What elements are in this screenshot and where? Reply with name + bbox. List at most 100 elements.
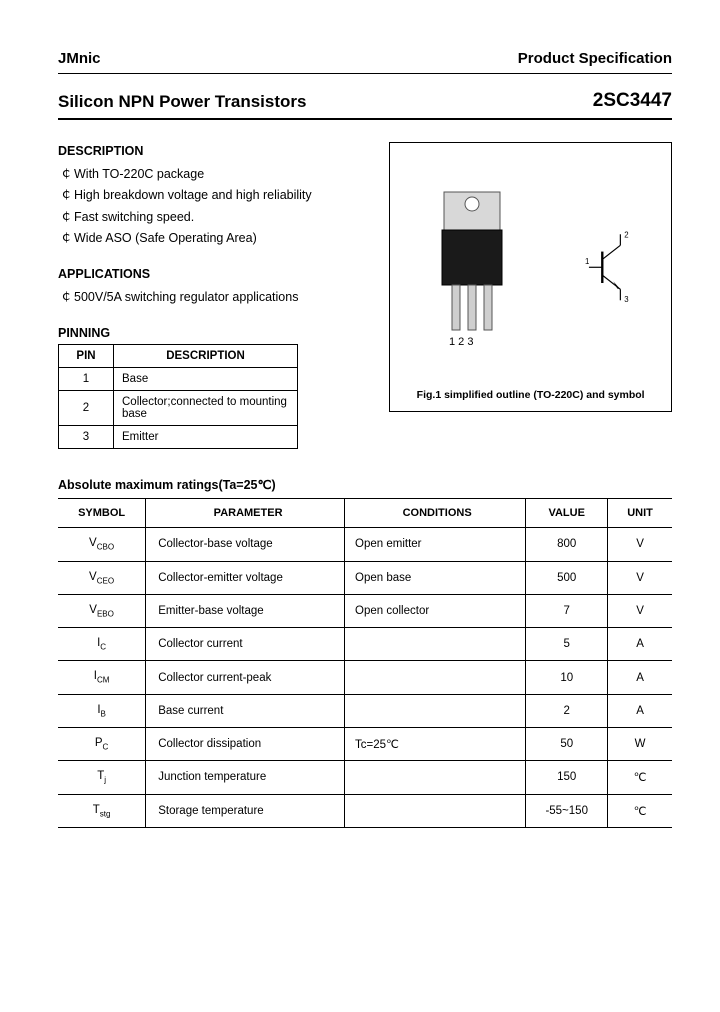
- figure-box: 1 2 3 1 2 3 Fig.1 simplified outline (TO…: [389, 142, 672, 412]
- package-icon: 1 2 3: [422, 182, 522, 352]
- desc-item: ￠High breakdown voltage and high reliabi…: [60, 185, 369, 206]
- pin-number: 3: [59, 426, 114, 449]
- ratings-row: PCCollector dissipationTc=25℃50W: [58, 728, 672, 761]
- brand: JMnic: [58, 50, 101, 67]
- page-header: JMnic Product Specification: [58, 50, 672, 74]
- svg-text:2: 2: [624, 230, 628, 239]
- cell-unit: A: [608, 628, 672, 661]
- cell-cond: [345, 794, 526, 827]
- cell-value: 500: [526, 561, 608, 594]
- cell-value: 150: [526, 761, 608, 794]
- pin-desc: Collector;connected to mounting base: [114, 391, 298, 426]
- pin-row: 1 Base: [59, 368, 298, 391]
- cell-unit: V: [608, 594, 672, 627]
- spec-label: Product Specification: [518, 50, 672, 67]
- cell-unit: ℃: [608, 794, 672, 827]
- cell-param: Collector current: [146, 628, 345, 661]
- cell-cond: Tc=25℃: [345, 728, 526, 761]
- desc-item: ￠With TO-220C package: [60, 164, 369, 185]
- col-header: UNIT: [608, 499, 672, 528]
- body-two-col: DESCRIPTION ￠With TO-220C package ￠High …: [58, 142, 672, 449]
- doc-title: Silicon NPN Power Transistors: [58, 92, 306, 112]
- cell-unit: V: [608, 561, 672, 594]
- applications-list: ￠500V/5A switching regulator application…: [60, 287, 369, 308]
- figure-caption: Fig.1 simplified outline (TO-220C) and s…: [390, 381, 671, 411]
- pin-desc: Base: [114, 368, 298, 391]
- cell-cond: Open base: [345, 561, 526, 594]
- cell-unit: W: [608, 728, 672, 761]
- app-item: ￠500V/5A switching regulator application…: [60, 287, 369, 308]
- cell-symbol: IB: [58, 694, 146, 727]
- cell-param: Storage temperature: [146, 794, 345, 827]
- right-column: 1 2 3 1 2 3 Fig.1 simplified outline (TO…: [389, 142, 672, 449]
- cell-param: Collector dissipation: [146, 728, 345, 761]
- pin-desc: Emitter: [114, 426, 298, 449]
- left-column: DESCRIPTION ￠With TO-220C package ￠High …: [58, 142, 369, 449]
- cell-symbol: Tstg: [58, 794, 146, 827]
- cell-symbol: IC: [58, 628, 146, 661]
- npn-symbol-icon: 1 2 3: [585, 228, 640, 307]
- pin-row: 2 Collector;connected to mounting base: [59, 391, 298, 426]
- col-header: CONDITIONS: [345, 499, 526, 528]
- ratings-row: TstgStorage temperature -55~150℃: [58, 794, 672, 827]
- cell-param: Junction temperature: [146, 761, 345, 794]
- cell-symbol: VCBO: [58, 528, 146, 561]
- cell-cond: Open collector: [345, 594, 526, 627]
- pin-col-header: PIN: [59, 345, 114, 368]
- part-number: 2SC3447: [593, 90, 672, 112]
- cell-value: 10: [526, 661, 608, 694]
- cell-symbol: ICM: [58, 661, 146, 694]
- col-header: PARAMETER: [146, 499, 345, 528]
- cell-unit: A: [608, 661, 672, 694]
- cell-value: 800: [526, 528, 608, 561]
- abs-ratings-table: SYMBOL PARAMETER CONDITIONS VALUE UNIT V…: [58, 498, 672, 828]
- cell-value: 50: [526, 728, 608, 761]
- cell-unit: V: [608, 528, 672, 561]
- cell-symbol: VCEO: [58, 561, 146, 594]
- pin-number: 1: [59, 368, 114, 391]
- svg-text:3: 3: [624, 295, 629, 304]
- cell-symbol: Tj: [58, 761, 146, 794]
- pin-number: 2: [59, 391, 114, 426]
- description-list: ￠With TO-220C package ￠High breakdown vo…: [60, 164, 369, 249]
- applications-heading: APPLICATIONS: [58, 267, 369, 281]
- cell-value: 2: [526, 694, 608, 727]
- pin-row: 3 Emitter: [59, 426, 298, 449]
- title-row: Silicon NPN Power Transistors 2SC3447: [58, 90, 672, 120]
- ratings-row: VEBOEmitter-base voltageOpen collector7V: [58, 594, 672, 627]
- ratings-row: TjJunction temperature 150℃: [58, 761, 672, 794]
- pinning-heading: PINNING: [58, 326, 369, 340]
- ratings-row: ICCollector current 5A: [58, 628, 672, 661]
- desc-item: ￠Fast switching speed.: [60, 207, 369, 228]
- cell-cond: [345, 694, 526, 727]
- col-header: VALUE: [526, 499, 608, 528]
- cell-value: 7: [526, 594, 608, 627]
- cell-param: Collector-emitter voltage: [146, 561, 345, 594]
- cell-cond: [345, 628, 526, 661]
- cell-param: Collector current-peak: [146, 661, 345, 694]
- ratings-row: ICMCollector current-peak 10A: [58, 661, 672, 694]
- pinning-table: PIN DESCRIPTION 1 Base 2 Collector;conne…: [58, 344, 298, 449]
- description-heading: DESCRIPTION: [58, 144, 369, 158]
- abs-ratings-heading: Absolute maximum ratings(Ta=25℃): [58, 477, 672, 492]
- svg-text:1 2 3: 1 2 3: [449, 336, 473, 348]
- ratings-row: VCBOCollector-base voltageOpen emitter80…: [58, 528, 672, 561]
- cell-param: Collector-base voltage: [146, 528, 345, 561]
- cell-unit: A: [608, 694, 672, 727]
- cell-symbol: PC: [58, 728, 146, 761]
- ratings-row: IBBase current 2A: [58, 694, 672, 727]
- cell-cond: [345, 661, 526, 694]
- cell-param: Emitter-base voltage: [146, 594, 345, 627]
- cell-unit: ℃: [608, 761, 672, 794]
- cell-cond: Open emitter: [345, 528, 526, 561]
- desc-item: ￠Wide ASO (Safe Operating Area): [60, 228, 369, 249]
- cell-symbol: VEBO: [58, 594, 146, 627]
- cell-value: -55~150: [526, 794, 608, 827]
- col-header: SYMBOL: [58, 499, 146, 528]
- cell-param: Base current: [146, 694, 345, 727]
- cell-cond: [345, 761, 526, 794]
- ratings-row: VCEOCollector-emitter voltageOpen base50…: [58, 561, 672, 594]
- pin-col-header: DESCRIPTION: [114, 345, 298, 368]
- svg-text:1: 1: [585, 257, 589, 266]
- cell-value: 5: [526, 628, 608, 661]
